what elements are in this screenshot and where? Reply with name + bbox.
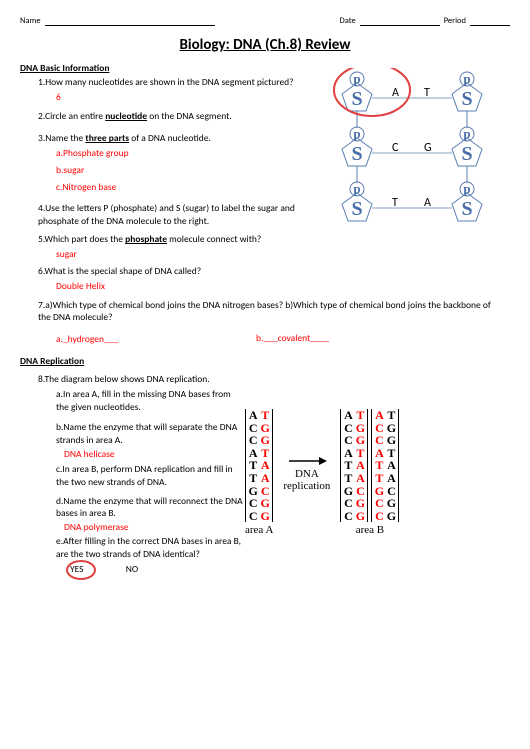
- q8: 8.The diagram below shows DNA replicatio…: [38, 373, 245, 386]
- q7: 7.a)Which type of chemical bond joins th…: [38, 299, 498, 325]
- date-field[interactable]: [360, 16, 440, 26]
- svg-text:S: S: [351, 88, 362, 110]
- yes-option[interactable]: YES: [70, 563, 84, 575]
- q8d: d.Name the enzyme that will reconnect th…: [56, 495, 245, 521]
- svg-text:A: A: [392, 86, 399, 100]
- q6: 6.What is the special shape of DNA calle…: [38, 265, 510, 278]
- svg-text:C: C: [392, 141, 399, 155]
- q3b: b.sugar: [56, 164, 320, 177]
- period-label: Period: [444, 16, 466, 26]
- area-a-label: area A: [245, 524, 273, 536]
- svg-text:A: A: [424, 196, 431, 210]
- svg-text:p: p: [463, 71, 470, 86]
- q6-ans: Double Helix: [56, 280, 510, 293]
- svg-text:p: p: [353, 181, 360, 196]
- q8a: a.In area A, fill in the missing DNA bas…: [56, 388, 245, 414]
- q1-ans: 6: [56, 91, 320, 104]
- svg-text:p: p: [463, 181, 470, 196]
- date-label: Date: [339, 16, 355, 26]
- section1-head: DNA Basic Information: [20, 62, 320, 74]
- svg-text:S: S: [351, 143, 362, 165]
- q5-ans: sugar: [56, 248, 320, 261]
- q8d-ans: DNA polymerase: [64, 521, 245, 534]
- svg-text:p: p: [353, 126, 360, 141]
- arrow-icon: [287, 454, 327, 468]
- svg-text:T: T: [392, 196, 398, 210]
- svg-text:S: S: [461, 88, 472, 110]
- name-label: Name: [20, 16, 41, 26]
- q2: 2.Circle an entire nucleotide on the DNA…: [38, 110, 320, 123]
- no-option[interactable]: NO: [126, 563, 138, 575]
- svg-text:S: S: [461, 198, 472, 220]
- q3: 3.Name the three parts of a DNA nucleoti…: [38, 132, 320, 145]
- q7a: a._hydrogen___: [56, 333, 256, 346]
- q8b-ans: DNA helicase: [64, 448, 245, 461]
- section2-head: DNA Replication: [20, 355, 510, 367]
- dna-structure-diagram: Sp Sp Sp Sp Sp Sp A T C G T A: [332, 68, 492, 238]
- q8b: b.Name the enzyme that will separate the…: [56, 421, 245, 447]
- page-title: Biology: DNA (Ch.8) Review: [20, 36, 510, 54]
- period-field[interactable]: [470, 16, 510, 26]
- svg-text:T: T: [424, 86, 430, 100]
- area-b-label: area B: [356, 524, 384, 536]
- replication-label: DNA replication: [279, 468, 334, 492]
- svg-text:p: p: [353, 71, 360, 86]
- q3a: a.Phosphate group: [56, 147, 320, 160]
- svg-text:p: p: [463, 126, 470, 141]
- q4: 4.Use the letters P (phosphate) and S (s…: [38, 202, 320, 228]
- header-row: Name Date Period: [20, 16, 510, 26]
- name-field[interactable]: [45, 16, 215, 26]
- svg-text:S: S: [351, 198, 362, 220]
- svg-text:G: G: [424, 141, 432, 155]
- q7b: b.___covalent____: [256, 332, 329, 347]
- q8e: e.After filling in the correct DNA bases…: [56, 535, 245, 561]
- svg-text:S: S: [461, 143, 472, 165]
- replication-diagram: ATCGCGATTATAGCCGCG area A DNA replicatio…: [245, 371, 510, 575]
- q1: 1.How many nucleotides are shown in the …: [38, 76, 320, 89]
- q3c: c.Nitrogen base: [56, 181, 320, 194]
- q8c: c.In area B, perform DNA replication and…: [56, 463, 245, 489]
- dna-svg: Sp Sp Sp Sp Sp Sp A T C G T A: [332, 68, 492, 243]
- q5: 5.Which part does the phosphate molecule…: [38, 233, 320, 246]
